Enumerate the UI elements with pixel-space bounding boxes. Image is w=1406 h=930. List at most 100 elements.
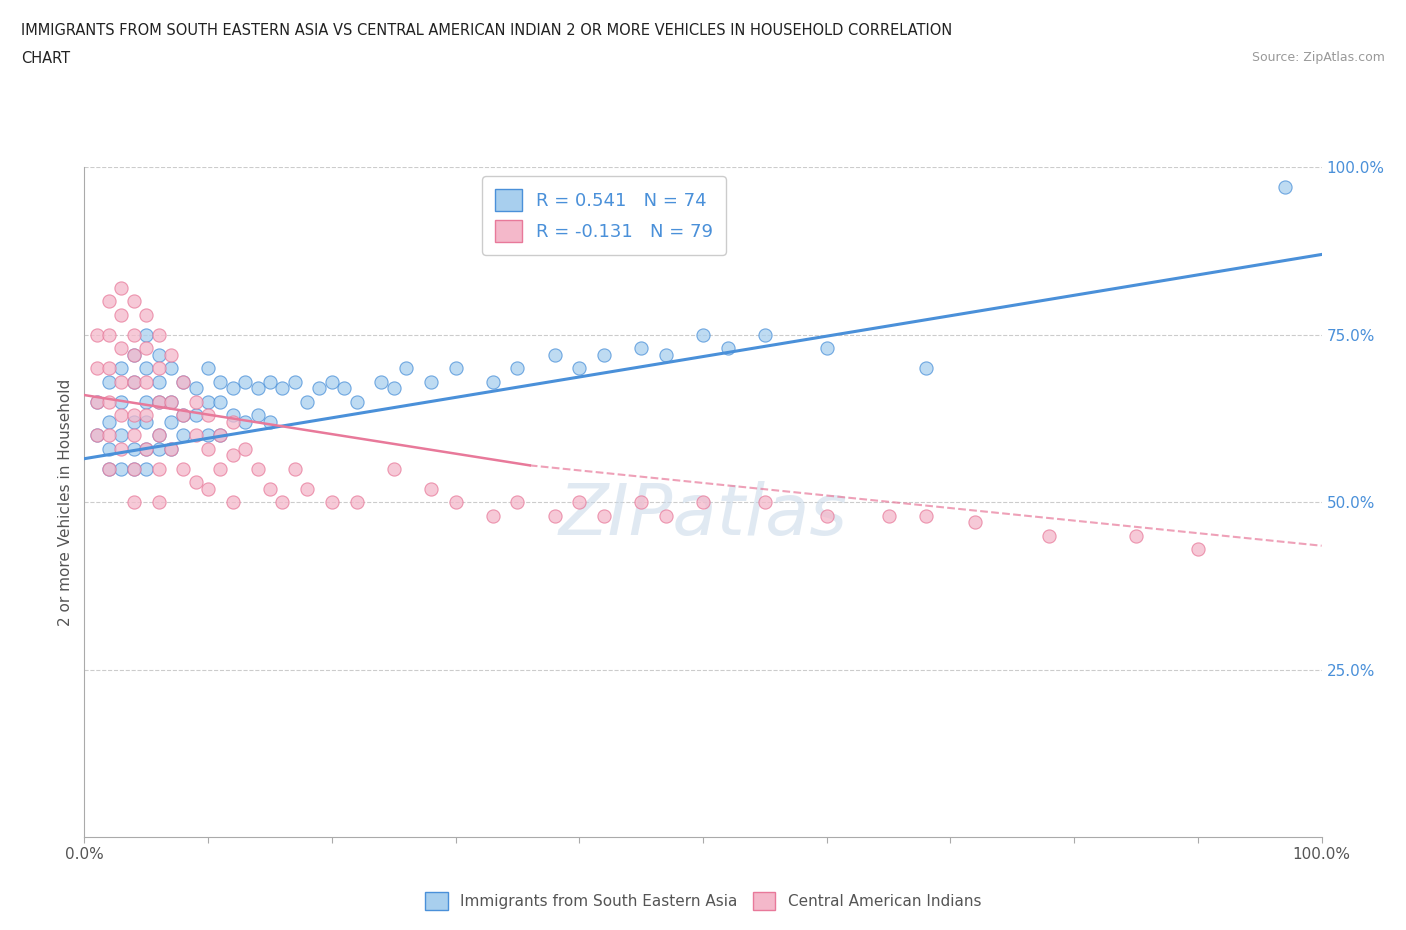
Point (914, 508, 936, 523)
Point (148, 495, 170, 510)
Point (209, 428, 232, 443)
Point (160, 441, 183, 456)
Point (1274, 180, 1296, 195)
Point (1125, 528, 1147, 543)
Point (98, 294, 121, 309)
Point (259, 415, 281, 430)
Point (110, 461, 132, 476)
Point (160, 394, 183, 409)
Point (148, 361, 170, 376)
Point (110, 428, 132, 443)
Point (110, 281, 132, 296)
Point (122, 428, 145, 443)
Point (135, 327, 157, 342)
Point (593, 508, 616, 523)
Point (630, 340, 652, 355)
Point (86, 394, 108, 409)
Point (1038, 528, 1060, 543)
Point (209, 428, 232, 443)
Point (172, 461, 194, 476)
Legend: R = 0.541   N = 74, R = -0.131   N = 79: R = 0.541 N = 74, R = -0.131 N = 79 (482, 177, 725, 255)
Point (333, 381, 356, 396)
Point (110, 394, 132, 409)
Point (110, 407, 132, 422)
Point (110, 361, 132, 376)
Point (321, 495, 343, 510)
Point (965, 515, 987, 530)
Point (815, 340, 838, 355)
Point (259, 374, 281, 389)
Point (382, 381, 405, 396)
Point (160, 394, 183, 409)
Point (122, 348, 145, 363)
Point (184, 407, 207, 422)
Point (259, 482, 281, 497)
Point (815, 508, 838, 523)
Point (395, 361, 418, 376)
Point (284, 374, 307, 389)
Point (160, 348, 183, 363)
Point (481, 508, 503, 523)
Point (593, 348, 616, 363)
Point (506, 361, 529, 376)
Y-axis label: 2 or more Vehicles in Household: 2 or more Vehicles in Household (58, 379, 73, 626)
Point (148, 428, 170, 443)
Point (122, 441, 145, 456)
Point (98, 327, 121, 342)
Point (122, 461, 145, 476)
Point (233, 415, 256, 430)
Point (284, 461, 307, 476)
Point (110, 307, 132, 322)
Point (184, 474, 207, 489)
Point (148, 428, 170, 443)
Point (321, 374, 343, 389)
Point (197, 428, 219, 443)
Point (172, 374, 194, 389)
Point (148, 348, 170, 363)
Point (233, 374, 256, 389)
Point (914, 361, 936, 376)
Point (135, 374, 157, 389)
Point (135, 340, 157, 355)
Point (98, 415, 121, 430)
Point (209, 461, 232, 476)
Text: Source: ZipAtlas.com: Source: ZipAtlas.com (1251, 51, 1385, 64)
Text: CHART: CHART (21, 51, 70, 66)
Point (506, 495, 529, 510)
Point (197, 407, 219, 422)
Point (122, 415, 145, 430)
Point (122, 348, 145, 363)
Point (568, 495, 591, 510)
Point (481, 374, 503, 389)
Point (655, 508, 678, 523)
Point (246, 407, 269, 422)
Point (222, 381, 245, 396)
Point (754, 495, 776, 510)
Point (197, 441, 219, 456)
Point (122, 495, 145, 510)
Point (110, 374, 132, 389)
Point (122, 407, 145, 422)
Point (184, 394, 207, 409)
Point (86, 428, 108, 443)
Point (197, 482, 219, 497)
Point (184, 428, 207, 443)
Point (86, 327, 108, 342)
Point (172, 407, 194, 422)
Point (233, 441, 256, 456)
Point (98, 374, 121, 389)
Point (655, 348, 678, 363)
Point (148, 441, 170, 456)
Point (754, 327, 776, 342)
Point (135, 415, 157, 430)
Text: IMMIGRANTS FROM SOUTH EASTERN ASIA VS CENTRAL AMERICAN INDIAN 2 OR MORE VEHICLES: IMMIGRANTS FROM SOUTH EASTERN ASIA VS CE… (21, 23, 952, 38)
Point (197, 361, 219, 376)
Point (160, 415, 183, 430)
Point (222, 415, 245, 430)
Point (346, 495, 368, 510)
Point (444, 361, 467, 376)
Point (122, 461, 145, 476)
Point (160, 361, 183, 376)
Point (346, 394, 368, 409)
Point (271, 495, 294, 510)
